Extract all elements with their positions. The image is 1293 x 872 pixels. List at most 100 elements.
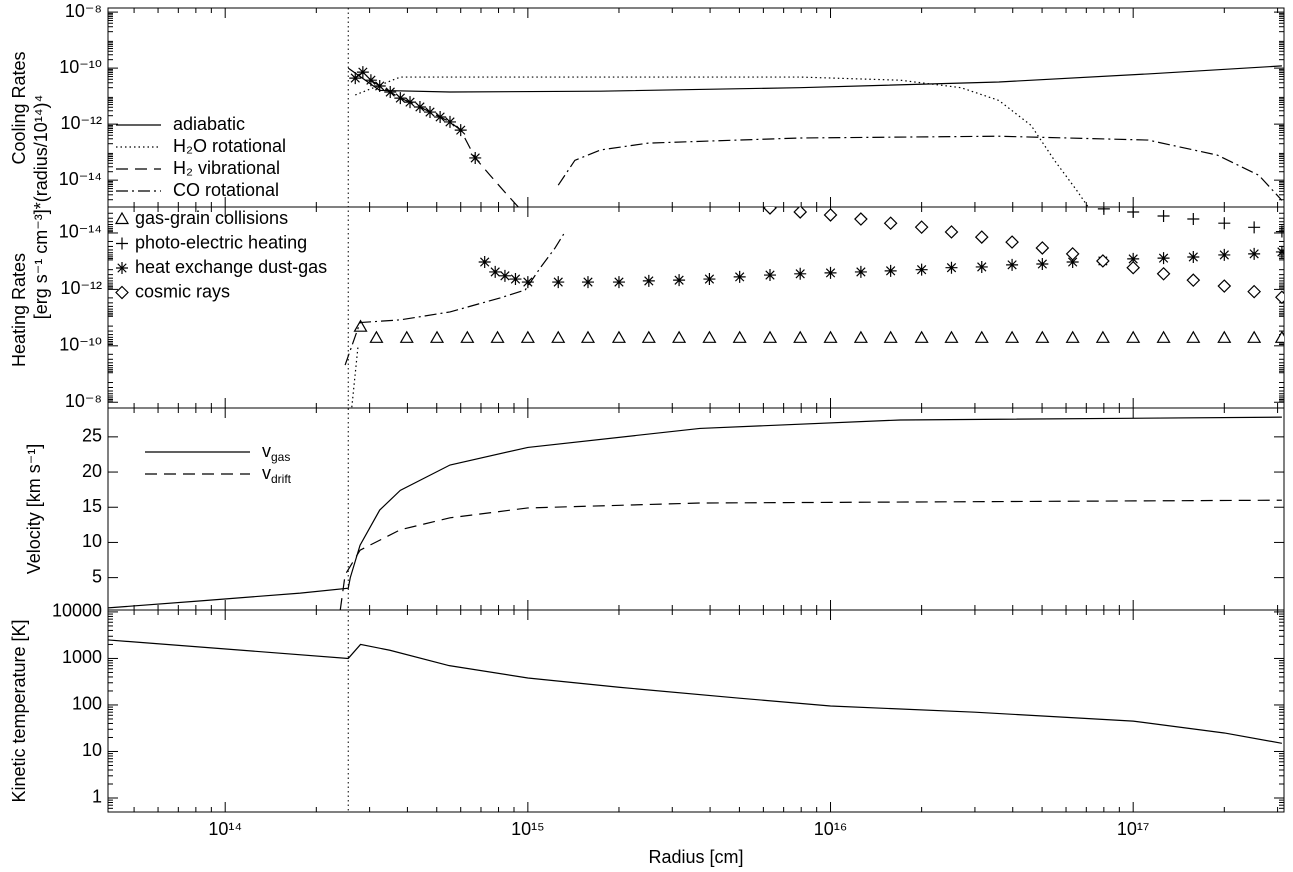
legend-name: H₂ vibrational (173, 158, 280, 178)
series-line (108, 639, 1283, 744)
marker (1036, 258, 1049, 271)
marker (1066, 256, 1079, 269)
marker (434, 110, 447, 123)
marker (520, 330, 535, 343)
marker (944, 330, 959, 343)
marker (914, 220, 929, 234)
y-tick-label: 5 (92, 566, 102, 586)
y-axis-label: Heating Rates (9, 253, 29, 367)
marker (1035, 330, 1050, 343)
marker (443, 115, 456, 128)
marker (915, 263, 928, 276)
marker (373, 79, 386, 92)
series-line (351, 344, 359, 408)
marker (974, 230, 989, 244)
marker (1186, 273, 1201, 287)
legend-label: CO rotational (173, 180, 279, 200)
marker (642, 274, 655, 287)
y-tick-label: 10 (82, 740, 102, 760)
marker (1006, 258, 1019, 271)
marker (1218, 217, 1231, 230)
marker (424, 106, 437, 119)
y-tick-label: 100 (72, 694, 102, 714)
marker (1035, 241, 1050, 255)
marker (854, 265, 867, 278)
y-tick-label: 10⁻¹⁰ (59, 335, 102, 355)
legend-marker (116, 262, 128, 274)
y-tick-label: 1 (92, 787, 102, 807)
marker (1126, 330, 1141, 343)
legend-name: CO rotational (173, 180, 279, 200)
legend-label: gas-grain collisions (135, 208, 288, 228)
series-line (355, 76, 1089, 207)
marker (394, 92, 407, 105)
marker (490, 330, 505, 343)
legend-label: vgas (262, 441, 290, 464)
marker (793, 207, 808, 219)
series-line (354, 71, 519, 207)
marker (884, 264, 897, 277)
marker (551, 330, 566, 343)
plot-frame (107, 407, 1285, 611)
marker (454, 124, 467, 137)
marker (854, 212, 868, 226)
marker (883, 216, 898, 231)
legend-name: v (262, 463, 271, 483)
legend-name: photo-electric heating (135, 232, 307, 252)
legend-label: vdrift (262, 463, 292, 486)
marker (429, 330, 445, 343)
y-tick-label: 10⁻¹⁴ (59, 169, 102, 189)
marker (824, 266, 837, 279)
marker (1097, 207, 1110, 215)
marker (1248, 247, 1261, 260)
marker (702, 330, 717, 343)
marker (1187, 250, 1200, 263)
marker (1126, 260, 1141, 275)
legend-name: v (262, 441, 271, 461)
legend-marker (114, 211, 130, 225)
marker (1157, 252, 1170, 265)
marker (1217, 279, 1232, 293)
marker (1065, 247, 1080, 261)
x-tick-label: 10¹⁵ (511, 819, 544, 839)
marker (369, 330, 384, 343)
marker (1218, 248, 1231, 261)
plot-area (108, 639, 1283, 744)
x-tick-label: 10¹⁷ (1117, 819, 1150, 839)
x-axis-label: Radius [cm] (648, 847, 743, 867)
marker (1248, 221, 1261, 234)
y-tick-label: 15 (82, 496, 102, 516)
marker (399, 330, 414, 343)
marker (498, 269, 511, 282)
legend-name: H₂O rotational (173, 136, 286, 156)
marker (1157, 209, 1170, 222)
marker (384, 86, 397, 99)
marker (853, 330, 868, 343)
legend-name: adiabatic (173, 114, 245, 134)
series-line (339, 499, 1282, 610)
legend-label: H₂ vibrational (173, 158, 280, 178)
marker (673, 274, 686, 287)
marker (364, 74, 377, 87)
marker (552, 276, 565, 289)
marker (349, 72, 362, 85)
marker (975, 260, 988, 273)
y-axis-label: Kinetic temperature [K] (9, 619, 29, 802)
marker (762, 330, 778, 343)
marker (1005, 330, 1020, 343)
marker (1275, 245, 1284, 258)
y-tick-label: 10⁻¹² (60, 113, 102, 133)
marker (763, 207, 777, 215)
series-line (344, 232, 565, 366)
marker (974, 330, 989, 343)
y-tick-label: 25 (82, 426, 102, 446)
marker (793, 330, 808, 343)
legend-name: gas-grain collisions (135, 208, 288, 228)
marker (581, 276, 594, 289)
marker (703, 273, 716, 286)
marker (732, 330, 747, 343)
marker (1275, 225, 1284, 238)
y-tick-label: 10⁻¹² (60, 278, 102, 298)
legend-label: H₂O rotational (173, 136, 286, 156)
y-tick-label: 10⁻⁸ (65, 391, 102, 411)
